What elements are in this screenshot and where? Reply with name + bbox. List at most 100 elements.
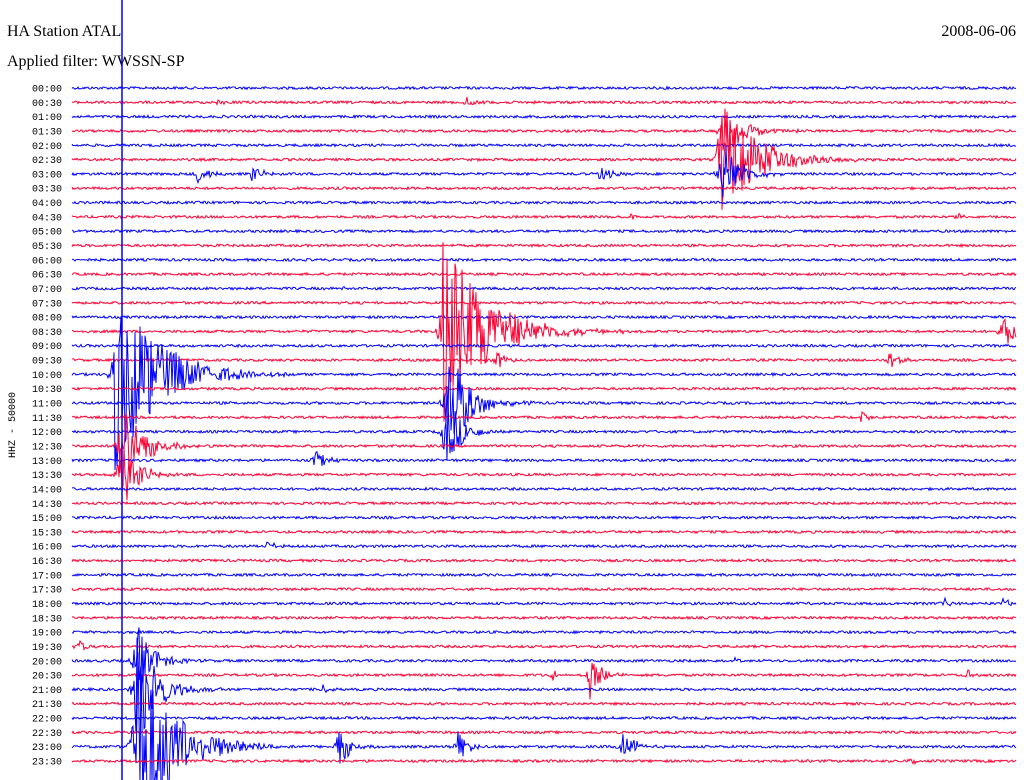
trace xyxy=(71,212,1017,220)
time-label: 09:30 xyxy=(32,357,62,368)
time-label: 17:30 xyxy=(32,586,62,597)
trace xyxy=(71,639,1017,652)
time-label: 14:30 xyxy=(32,500,62,511)
trace xyxy=(71,242,1017,249)
trace xyxy=(71,514,1017,521)
trace xyxy=(71,316,1017,471)
trace xyxy=(71,257,1017,263)
trace xyxy=(71,637,1017,734)
trace xyxy=(71,758,1017,766)
time-label: 21:30 xyxy=(32,700,62,711)
date: 2008-06-06 xyxy=(941,23,1016,40)
trace xyxy=(71,572,1017,578)
time-label: 06:00 xyxy=(32,256,62,267)
trace xyxy=(71,413,1017,474)
trace xyxy=(71,446,1017,501)
trace xyxy=(71,185,1017,191)
time-label: 23:00 xyxy=(32,743,62,754)
time-label: 10:30 xyxy=(32,385,62,396)
trace xyxy=(71,627,1017,686)
filter-label: Applied filter: WWSSN-SP xyxy=(7,53,185,70)
trace xyxy=(71,729,1017,736)
trace xyxy=(71,85,1017,91)
time-label: 08:00 xyxy=(32,314,62,325)
trace xyxy=(71,486,1017,492)
trace xyxy=(71,142,1017,148)
time-label: 19:00 xyxy=(32,629,62,640)
time-label: 20:30 xyxy=(32,672,62,683)
trace xyxy=(71,410,1017,422)
trace xyxy=(71,366,1017,434)
trace xyxy=(71,228,1017,234)
time-label: 15:30 xyxy=(32,528,62,539)
time-label: 00:30 xyxy=(32,99,62,110)
time-label: 16:30 xyxy=(32,557,62,568)
time-label: 18:00 xyxy=(32,600,62,611)
trace xyxy=(71,300,1017,306)
traces xyxy=(71,85,1017,780)
trace xyxy=(71,596,1017,607)
time-label: 22:30 xyxy=(32,729,62,740)
time-label: 17:00 xyxy=(32,571,62,582)
time-label: 00:00 xyxy=(32,85,62,96)
trace xyxy=(71,450,1017,466)
time-label: 01:00 xyxy=(32,113,62,124)
trace xyxy=(71,146,1017,198)
time-label: 12:00 xyxy=(32,428,62,439)
trace xyxy=(71,96,1017,106)
trace xyxy=(71,242,1017,422)
station-title: HA Station ATAL xyxy=(7,23,121,40)
time-label: 10:00 xyxy=(32,371,62,382)
time-label: 01:30 xyxy=(32,127,62,138)
trace xyxy=(71,285,1017,291)
trace xyxy=(71,108,1017,153)
trace xyxy=(71,541,1017,549)
trace xyxy=(71,586,1017,592)
time-label: 13:30 xyxy=(32,471,62,482)
trace xyxy=(71,662,1017,700)
time-label: 08:30 xyxy=(32,328,62,339)
trace xyxy=(71,200,1017,206)
trace xyxy=(71,351,1017,368)
time-label: 11:30 xyxy=(32,414,62,425)
trace xyxy=(71,629,1017,635)
time-label: 16:00 xyxy=(32,543,62,554)
trace xyxy=(71,529,1017,535)
time-label: 21:00 xyxy=(32,686,62,697)
time-label: 23:30 xyxy=(32,758,62,769)
time-label: 14:00 xyxy=(32,485,62,496)
time-label: 12:30 xyxy=(32,442,62,453)
trace xyxy=(71,314,1017,320)
trace xyxy=(71,386,1017,392)
time-label: 03:30 xyxy=(32,185,62,196)
time-label: 03:00 xyxy=(32,170,62,181)
trace xyxy=(71,116,1017,210)
trace xyxy=(71,343,1017,349)
time-label: 22:00 xyxy=(32,715,62,726)
trace xyxy=(71,500,1017,506)
time-label: 04:00 xyxy=(32,199,62,210)
axis-label: HHZ - 50000 xyxy=(8,392,19,458)
trace xyxy=(71,114,1017,120)
trace xyxy=(71,558,1017,564)
time-label: 13:00 xyxy=(32,457,62,468)
trace xyxy=(71,401,1017,461)
time-label: 07:30 xyxy=(32,299,62,310)
time-label: 07:00 xyxy=(32,285,62,296)
time-label: 18:30 xyxy=(32,614,62,625)
time-label: 15:00 xyxy=(32,514,62,525)
time-label: 02:30 xyxy=(32,156,62,167)
time-label: 09:00 xyxy=(32,342,62,353)
time-label: 05:00 xyxy=(32,228,62,239)
time-label: 11:00 xyxy=(32,400,62,411)
time-label: 06:30 xyxy=(32,271,62,282)
time-label: 05:30 xyxy=(32,242,62,253)
trace xyxy=(71,271,1017,277)
trace xyxy=(71,652,1017,780)
time-label: 02:00 xyxy=(32,142,62,153)
trace xyxy=(71,701,1017,707)
time-label: 04:30 xyxy=(32,213,62,224)
trace xyxy=(71,715,1017,721)
time-label: 19:30 xyxy=(32,643,62,654)
